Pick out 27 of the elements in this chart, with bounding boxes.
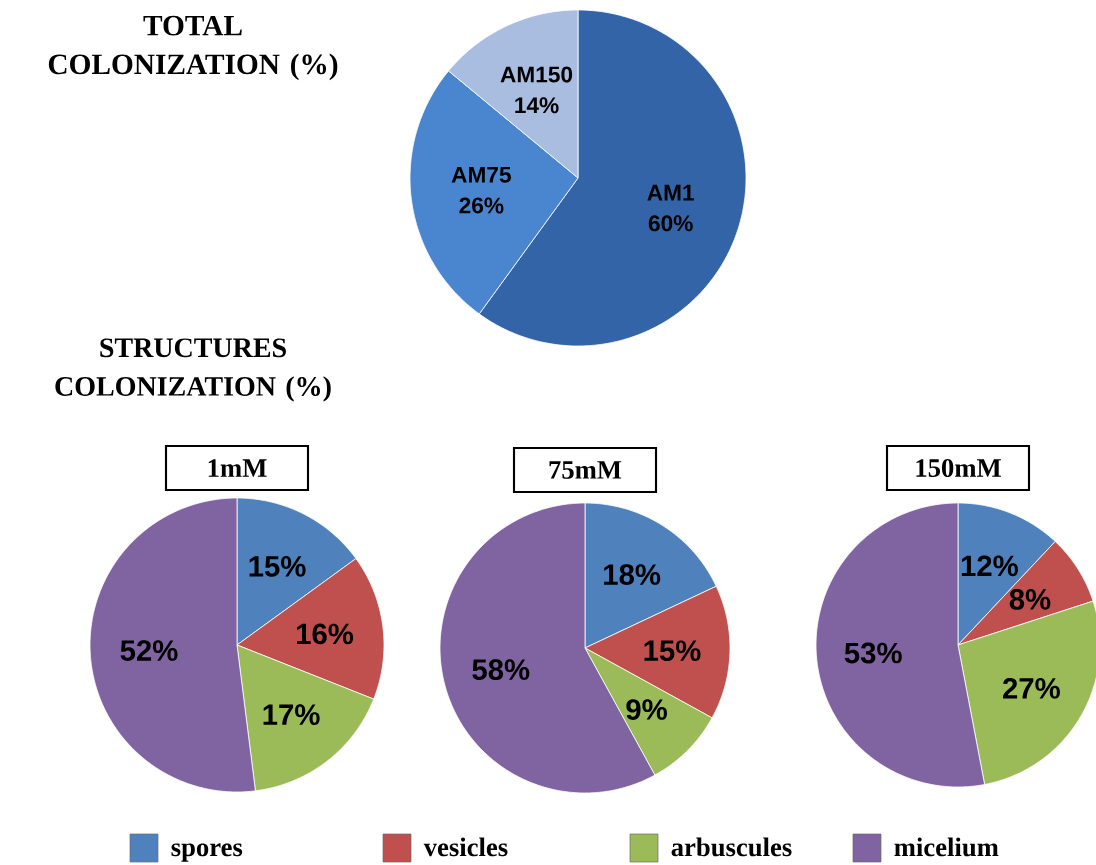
- legend-label: vesicles: [423, 837, 508, 857]
- data-label: 60%: [648, 215, 693, 232]
- data-label: 18%: [604, 564, 661, 585]
- chart-title: 1mM: [208, 459, 267, 477]
- text: STRUCTURES COLONIZATION (%): [55, 338, 331, 402]
- data-label: 15%: [249, 556, 306, 577]
- data-label: 17%: [263, 704, 320, 726]
- data-label: 52%: [120, 640, 178, 661]
- chart-title: 150mM: [916, 459, 1001, 477]
- slice-label: AM75: [451, 166, 511, 183]
- data-label: 27%: [1003, 678, 1060, 699]
- legend-label: arbuscules: [671, 837, 792, 857]
- data-label: 8%: [1009, 588, 1051, 610]
- data-label: 15%: [644, 640, 701, 662]
- slice-label: AM150: [500, 66, 573, 83]
- data-label: 9%: [626, 699, 667, 720]
- data-label: 58%: [472, 659, 530, 681]
- text: TOTAL COLONIZATION (%): [48, 15, 338, 81]
- data-label: 14%: [515, 97, 559, 114]
- data-label: 12%: [961, 555, 1018, 577]
- data-label: 53%: [844, 642, 902, 664]
- slice-label: AM1: [647, 184, 694, 201]
- chart-title: 75mM: [549, 461, 622, 479]
- legend-label: micelium: [894, 837, 999, 857]
- data-label: 26%: [459, 197, 504, 214]
- legend-label: spores: [171, 843, 243, 862]
- data-label: 16%: [297, 623, 354, 645]
